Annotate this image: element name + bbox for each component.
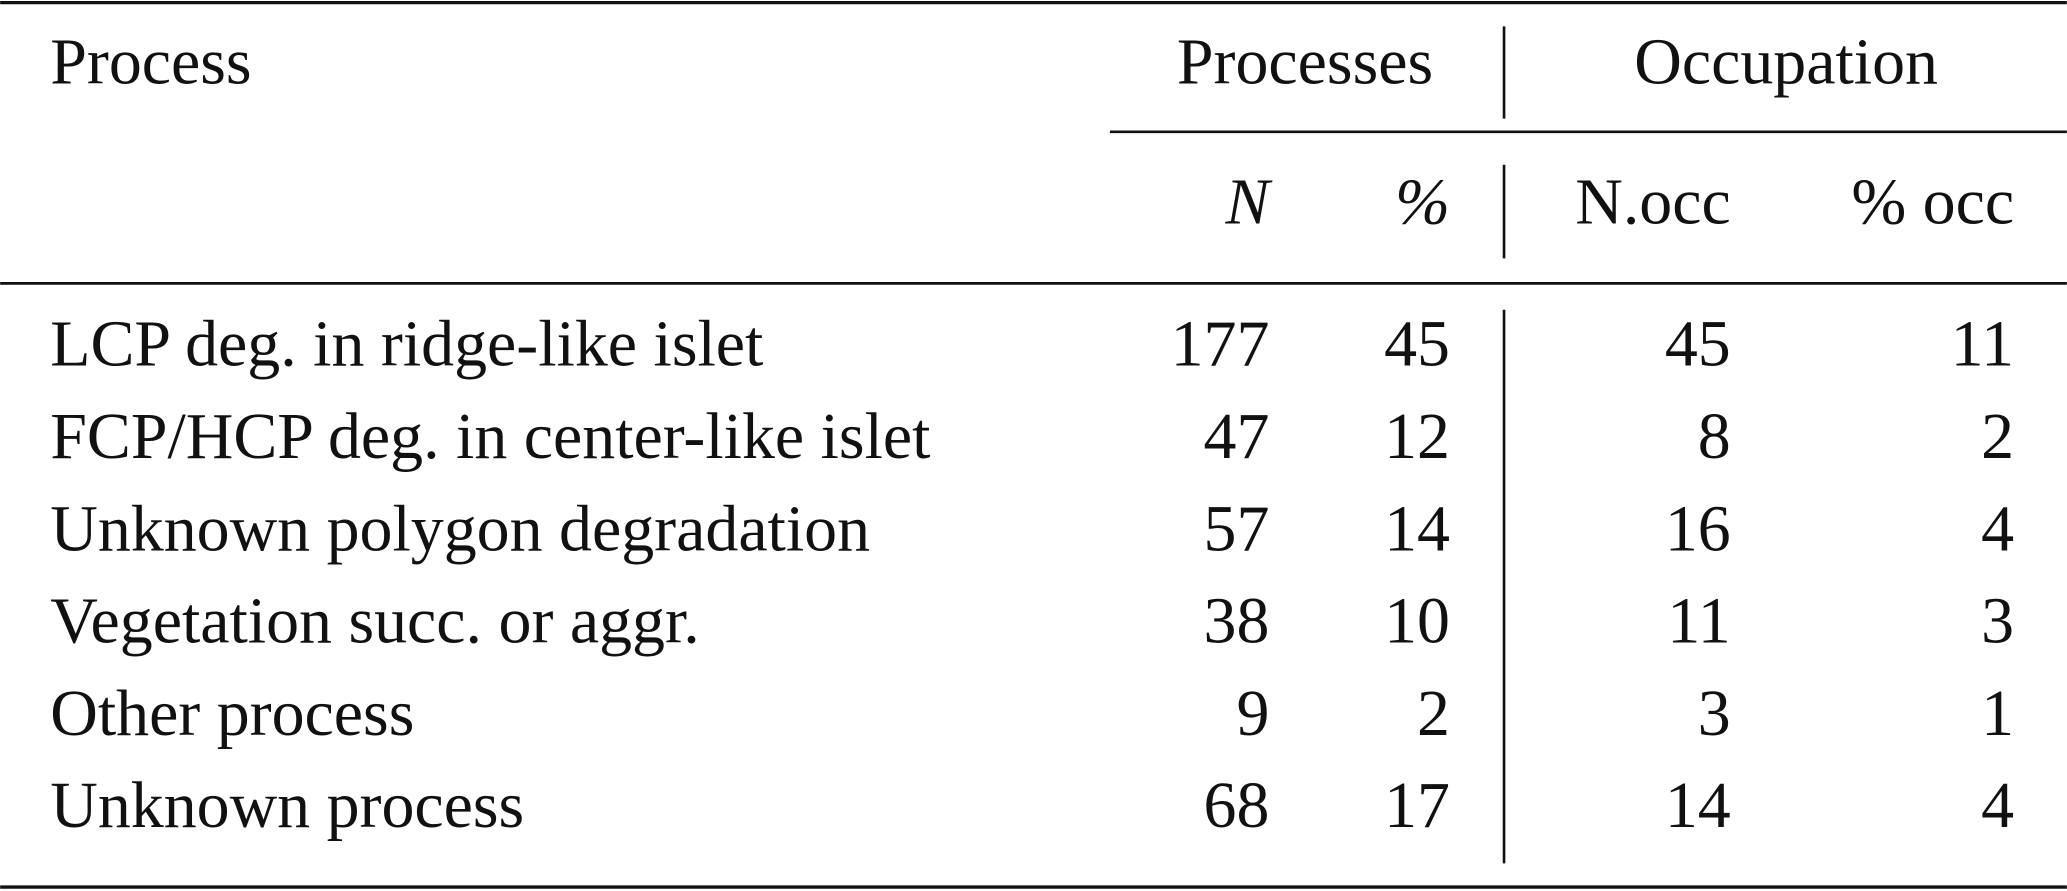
table-cell: 4 (1981, 769, 2014, 842)
table-cell: 2 (1981, 400, 2014, 473)
group-header: Occupation (1634, 26, 1938, 99)
table-cell: 38 (1204, 585, 1270, 658)
row-label: Vegetation succ. or aggr. (50, 585, 700, 658)
table-cell: 9 (1236, 677, 1269, 750)
table-cell: 57 (1204, 492, 1270, 565)
table-cell: 47 (1204, 400, 1270, 473)
column-header: % occ (1851, 165, 2014, 238)
table-cell: 1 (1981, 677, 2014, 750)
table-cell: 14 (1384, 492, 1450, 565)
row-label: FCP/HCP deg. in center-like islet (50, 400, 930, 473)
table-cell: 68 (1204, 769, 1270, 842)
table-cell: 3 (1981, 585, 2014, 658)
row-label: Unknown process (50, 769, 524, 842)
column-header: % (1395, 165, 1450, 238)
table-cell: 45 (1665, 308, 1731, 381)
table-cell: 11 (1667, 585, 1730, 658)
table-cell: 14 (1665, 769, 1731, 842)
column-header: N (1224, 165, 1272, 238)
table-cell: 45 (1384, 308, 1450, 381)
table-cell: 177 (1171, 308, 1270, 381)
table-cell: 10 (1384, 585, 1450, 658)
column-header: N.occ (1575, 165, 1731, 238)
row-label: LCP deg. in ridge-like islet (50, 308, 763, 381)
table-cell: 3 (1698, 677, 1731, 750)
table-cell: 11 (1951, 308, 2014, 381)
table-cell: 12 (1384, 400, 1450, 473)
group-header: Processes (1177, 26, 1433, 99)
table-cell: 2 (1417, 677, 1450, 750)
table-cell: 16 (1665, 492, 1731, 565)
table-cell: 8 (1698, 400, 1731, 473)
row-label: Unknown polygon degradation (50, 492, 870, 565)
row-label: Other process (50, 677, 414, 750)
table-cell: 17 (1384, 769, 1450, 842)
header-cell: Process (50, 26, 251, 99)
table-cell: 4 (1981, 492, 2014, 565)
